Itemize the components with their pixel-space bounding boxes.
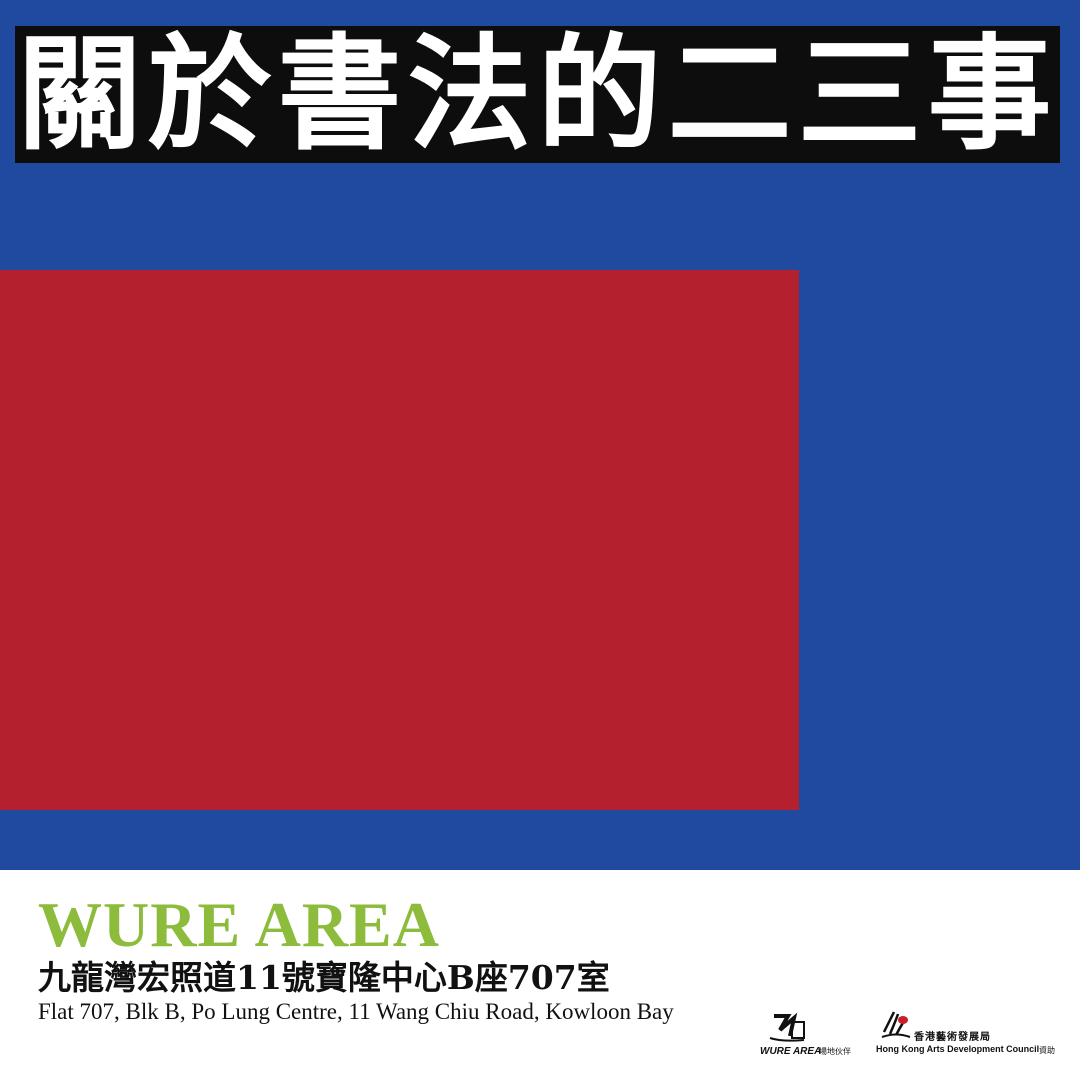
venue-name: WURE AREA xyxy=(38,889,440,960)
poster-title: 關於書法的二三事 xyxy=(17,21,1058,167)
venue-partner-logo: WURE AREA 場地伙伴 xyxy=(760,1012,860,1062)
venue-partner-name: WURE AREA xyxy=(760,1046,822,1057)
red-color-block xyxy=(0,270,799,810)
venue-info: WURE AREA 九龍灣宏照道11號寶隆中心B座707室 Flat 707, … xyxy=(38,893,738,1026)
venue-address-chinese: 九龍灣宏照道11號寶隆中心B座707室 xyxy=(38,958,610,997)
sponsor-role: 資助 xyxy=(1039,1046,1055,1055)
venue-address-english: Flat 707, Blk B, Po Lung Centre, 11 Wang… xyxy=(38,999,674,1024)
sponsor-name-chinese: 香港藝術發展局 xyxy=(914,1032,991,1043)
sponsor-logo: 香港藝術發展局 Hong Kong Arts Development Counc… xyxy=(876,1010,1066,1062)
wure-area-logo-icon xyxy=(769,1012,805,1042)
venue-partner-role: 場地伙伴 xyxy=(819,1047,851,1056)
title-banner: 關於書法的二三事 xyxy=(15,26,1060,163)
hkadc-logo-icon xyxy=(881,1011,911,1038)
sponsor-name-english: Hong Kong Arts Development Council xyxy=(876,1044,1040,1054)
